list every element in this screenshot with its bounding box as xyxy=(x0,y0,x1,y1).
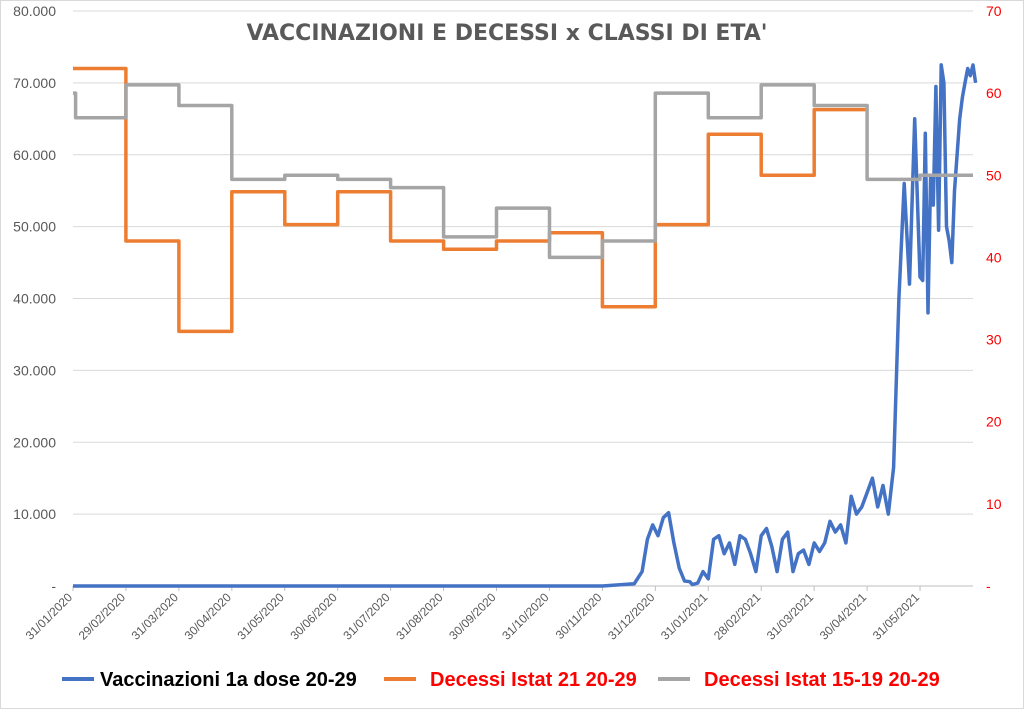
x-tick-label: 29/02/2020 xyxy=(76,590,129,643)
series-lines xyxy=(73,63,978,588)
x-tick-label: 31/05/2020 xyxy=(235,590,288,643)
x-axis: 31/01/2020 29/02/2020 31/03/2020 30/04/2020… xyxy=(23,585,973,643)
legend-label: Decessi Istat 21 20-29 xyxy=(430,669,637,691)
x-tick-label: 28/02/2021 xyxy=(711,590,764,643)
x-tick-label: 31/10/2020 xyxy=(499,590,552,643)
x-tick-label: 31/05/2021 xyxy=(870,590,923,643)
legend: Vaccinazioni 1a dose 20-29 Decessi Istat … xyxy=(62,669,940,691)
y-right-tick-label: 50 xyxy=(986,167,1002,183)
y-left-tick-label: 20.000 xyxy=(13,434,56,450)
series-line-2 xyxy=(73,66,868,334)
x-tick-label: 31/01/2021 xyxy=(658,590,711,643)
gridlines xyxy=(73,10,973,587)
legend-label: Vaccinazioni 1a dose 20-29 xyxy=(100,669,357,691)
x-tick-label: 30/09/2020 xyxy=(446,590,499,643)
y-left-tick-label: 50.000 xyxy=(13,219,56,235)
y-right-tick-label: - xyxy=(986,578,991,594)
y-right-tick-label: 30 xyxy=(986,332,1002,348)
legend-label: Decessi Istat 15-19 20-29 xyxy=(704,669,940,691)
x-tick-label: 31/07/2020 xyxy=(340,590,393,643)
y-left-tick-label: 10.000 xyxy=(13,506,56,522)
x-tick-label: 31/03/2020 xyxy=(129,590,182,643)
y-left-tick-label: 80.000 xyxy=(13,3,56,19)
y-left-tick-label: 70.000 xyxy=(13,75,56,91)
x-tick-label: 30/04/2020 xyxy=(182,590,235,643)
y-axis-right: - 10 20 30 40 50 60 70 xyxy=(986,3,1002,594)
x-tick-label: 30/06/2020 xyxy=(287,590,340,643)
series-line-3 xyxy=(73,83,973,260)
y-right-tick-label: 10 xyxy=(986,496,1002,512)
x-tick-label: 31/12/2020 xyxy=(605,590,658,643)
x-tick-label: 31/01/2020 xyxy=(23,590,76,643)
y-left-tick-label: 60.000 xyxy=(13,147,56,163)
x-tick-label: 30/11/2020 xyxy=(553,590,605,642)
y-right-tick-label: 70 xyxy=(986,3,1002,19)
y-right-tick-label: 20 xyxy=(986,414,1002,430)
y-right-tick-label: 40 xyxy=(986,249,1002,265)
y-right-tick-label: 60 xyxy=(986,85,1002,101)
series-line-1 xyxy=(73,63,978,588)
y-axis-left: - 10.000 20.000 30.000 40.000 50.000 60.000 70.… xyxy=(13,3,56,594)
x-tick-label: 31/08/2020 xyxy=(393,590,446,643)
chart-title: VACCINAZIONI E DECESSI x CLASSI DI ETA' xyxy=(246,21,767,46)
y-left-tick-label: 30.000 xyxy=(13,362,56,378)
x-tick-label: 30/04/2021 xyxy=(817,590,870,643)
x-tick-label: 31/03/2021 xyxy=(764,590,817,643)
y-left-tick-label: 40.000 xyxy=(13,291,56,307)
y-left-tick-label: - xyxy=(51,578,56,594)
